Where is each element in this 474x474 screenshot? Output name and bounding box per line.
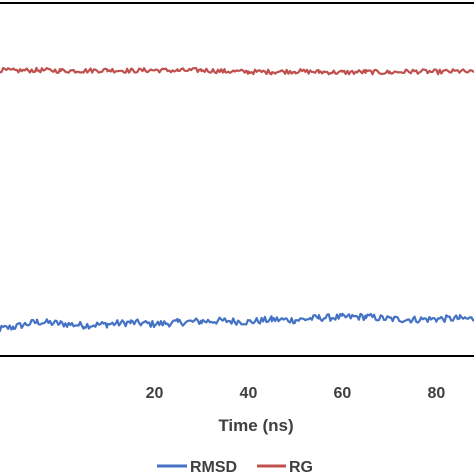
series-line-rmsd (0, 312, 474, 333)
legend-label-rg: RG (289, 459, 313, 474)
legend: RMSD RG (157, 459, 313, 474)
legend-label-rmsd: RMSD (190, 459, 237, 474)
x-tick-label: 40 (240, 385, 258, 402)
series-layer (0, 66, 474, 333)
x-tick-label: 20 (146, 385, 164, 402)
x-tick-label: 80 (428, 385, 446, 402)
x-tick-labels: 20 40 60 80 (146, 385, 446, 402)
x-tick-label: 60 (334, 385, 352, 402)
plot-frame (0, 2, 474, 357)
series-line-rg (0, 66, 474, 76)
x-axis-title: Time (ns) (218, 416, 293, 435)
plot-border (0, 2, 474, 357)
